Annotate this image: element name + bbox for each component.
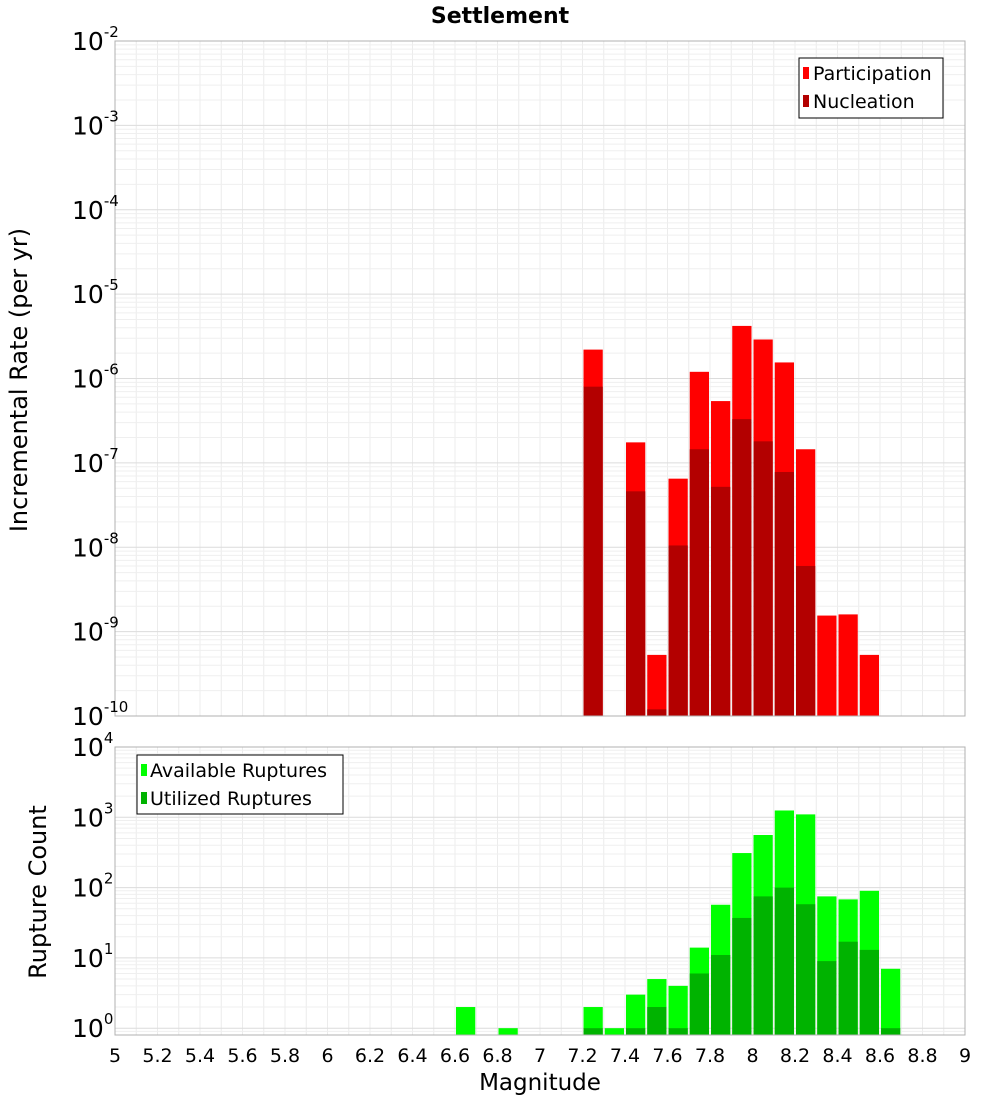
x-tick-label: 7.8 [695,1045,725,1067]
available-ruptures-bar [498,1028,518,1035]
participation-legend-swatch [803,67,809,79]
x-tick-label: 5.4 [185,1045,215,1067]
chart-title: Settlement [431,4,570,29]
participation-legend-label: Participation [813,63,932,85]
participation-bar [817,615,837,716]
x-tick-label: 5.2 [142,1045,172,1067]
count-legend: Available Ruptures Utilized Ruptures [136,754,344,815]
utilized-legend-swatch [141,792,147,804]
x-tick-label: 8.8 [907,1045,937,1067]
utilized-ruptures-bar [881,1028,901,1035]
rate-y-tick-label: 10-7 [72,445,119,478]
rate-y-tick-label: 10-3 [72,107,119,140]
count-y-tick-labels: 100 101 102 103 104 [72,729,113,1043]
nucleation-bar [689,449,709,716]
rate-y-tick-label: 10-9 [72,614,119,647]
rate-y-tick-label: 10-10 [72,698,128,731]
nucleation-bar [774,471,794,716]
available-ruptures-bar [456,1007,476,1035]
count-bars [456,810,901,1035]
nucleation-bar [583,386,603,716]
available-ruptures-bar [668,985,688,1035]
available-ruptures-bar [626,994,646,1035]
rate-y-tick-labels: 10-10 10-9 10-8 10-7 10-6 10-5 10-4 10-3 10-2 [72,23,128,731]
available-ruptures-bar [881,968,901,1035]
utilized-ruptures-bar [859,949,879,1035]
nucleation-bar [796,565,816,716]
rate-y-tick-label: 10-6 [72,361,119,394]
x-tick-label: 5.6 [227,1045,257,1067]
available-ruptures-bar [604,1028,624,1035]
rate-y-tick-label: 10-5 [72,276,119,309]
x-tick-label: 6.4 [397,1045,427,1067]
count-y-tick-label: 104 [72,729,113,762]
rate-y-axis-label: Incremental Rate (per yr) [5,228,33,532]
x-tick-label: 6.8 [482,1045,512,1067]
count-plot-frame [114,746,966,1036]
utilized-ruptures-bar [668,1028,688,1035]
x-tick-label: 7.2 [567,1045,597,1067]
available-legend-swatch [141,764,147,776]
rate-legend-box [798,57,944,119]
utilized-ruptures-bar [647,1007,667,1035]
utilized-ruptures-bar [774,887,794,1035]
available-legend-label: Available Ruptures [150,760,327,782]
x-tick-label: 6.6 [440,1045,470,1067]
participation-bar [859,654,879,716]
utilized-ruptures-bar [817,961,837,1035]
x-tick-label: 5.8 [270,1045,300,1067]
utilized-ruptures-bar [796,904,816,1035]
utilized-legend-label: Utilized Ruptures [150,788,312,810]
rate-bars [583,325,879,716]
nucleation-bar [753,441,773,716]
utilized-ruptures-bar [732,917,752,1035]
nucleation-legend-swatch [803,95,809,107]
magnitude-x-axis-label: Magnitude [479,1070,601,1096]
rate-panel: 10-10 10-9 10-8 10-7 10-6 10-5 10-4 10-3 10-2 In… [5,23,966,731]
x-tick-label: 8.4 [822,1045,852,1067]
nucleation-bar [668,545,688,716]
rate-y-tick-label: 10-8 [72,529,119,562]
x-tick-label: 5 [109,1045,121,1067]
count-y-tick-label: 101 [72,940,113,973]
x-tick-label: 9 [959,1045,971,1067]
rate-legend: Participation Nucleation [798,57,944,119]
count-legend-box [136,754,344,815]
available-ruptures-bar [583,1007,603,1035]
participation-bar [838,614,858,716]
rate-grid [114,40,966,717]
nucleation-bar [711,486,731,716]
utilized-ruptures-bar [689,973,709,1035]
count-y-axis-label: Rupture Count [24,805,52,979]
utilized-ruptures-bar [583,1028,603,1035]
x-tick-label: 7.4 [610,1045,640,1067]
x-tick-label: 8 [746,1045,758,1067]
utilized-ruptures-bar [626,1028,646,1035]
x-tick-label: 6 [321,1045,333,1067]
x-tick-label: 8.2 [780,1045,810,1067]
nucleation-bar [732,419,752,716]
participation-bar [647,654,667,716]
utilized-ruptures-bar [838,941,858,1035]
nucleation-bar [647,709,667,716]
count-panel: 100 101 102 103 104 5 5.2 5.4 5.6 5.8 6 6.2 6.4 6.6 6… [24,729,971,1096]
x-tick-label: 7 [534,1045,546,1067]
utilized-ruptures-bar [711,954,731,1035]
rate-y-tick-label: 10-4 [72,192,119,225]
utilized-ruptures-bar [753,896,773,1035]
magnitude-x-tick-labels: 5 5.2 5.4 5.6 5.8 6 6.2 6.4 6.6 6.8 7 7.2 7.4 7.6 7.8 8… [109,1045,971,1067]
nucleation-legend-label: Nucleation [813,91,915,113]
count-y-tick-label: 102 [72,870,113,903]
count-y-tick-label: 100 [72,1010,113,1043]
count-y-tick-label: 103 [72,799,113,832]
rate-plot-frame [114,40,966,717]
x-tick-label: 8.6 [865,1045,895,1067]
nucleation-bar [626,491,646,716]
x-tick-label: 6.2 [355,1045,385,1067]
rate-y-tick-label: 10-2 [72,23,119,56]
x-tick-label: 7.6 [652,1045,682,1067]
